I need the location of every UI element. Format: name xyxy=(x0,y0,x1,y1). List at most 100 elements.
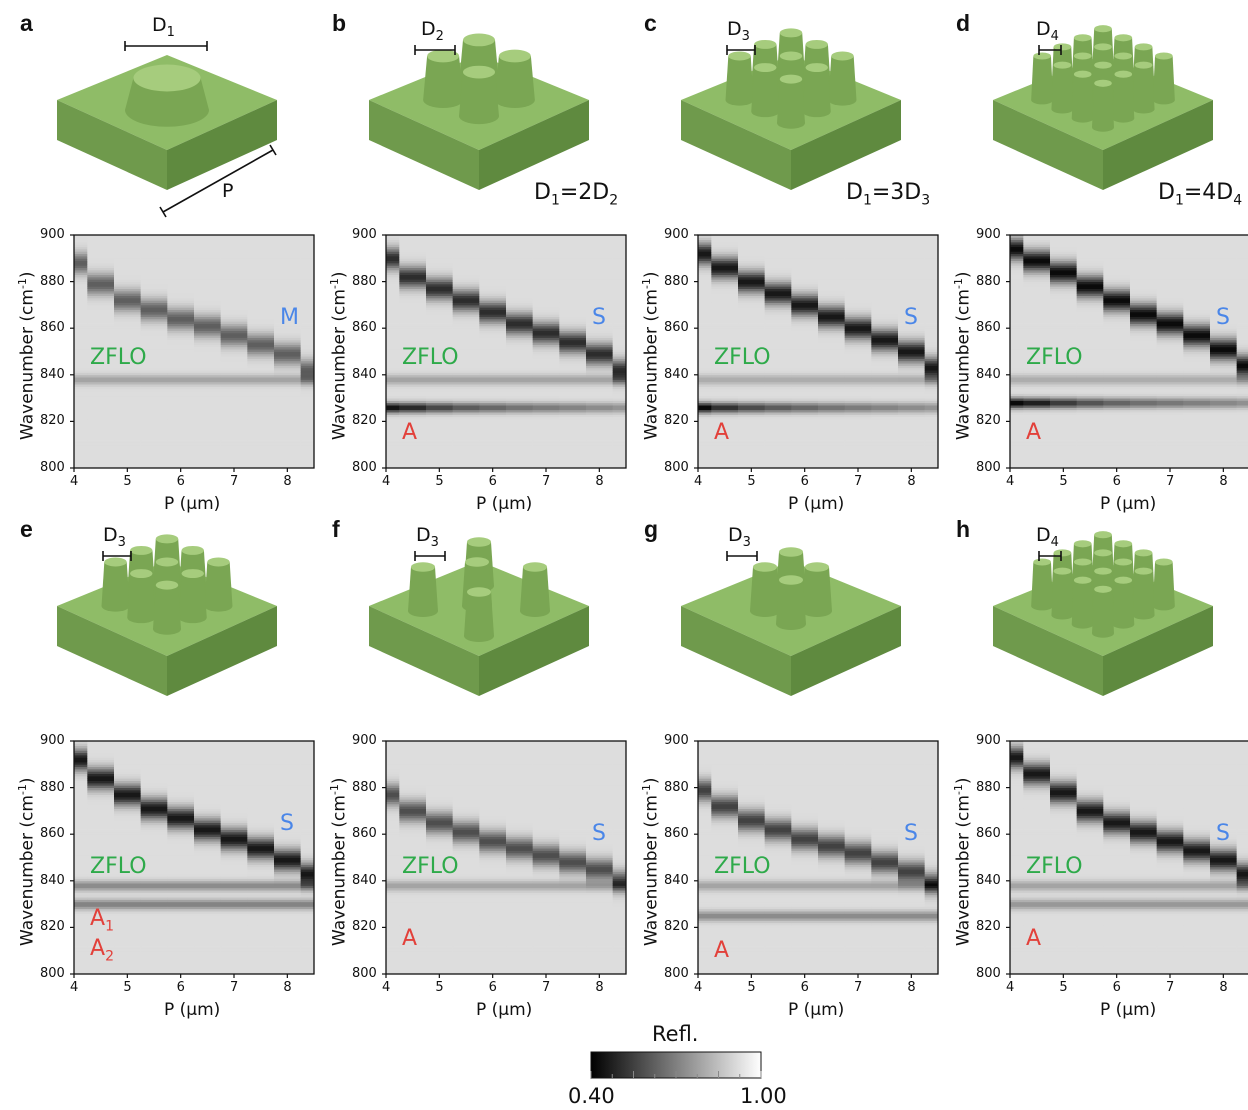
heatmap-cell xyxy=(194,950,222,954)
heatmap-cell xyxy=(506,276,534,280)
heatmap-cell xyxy=(1236,323,1248,327)
heatmap-cell xyxy=(167,318,195,322)
heatmap-cell xyxy=(479,304,507,308)
heatmap-cell xyxy=(74,311,88,315)
heatmap-cell xyxy=(220,820,248,823)
heatmap-cell xyxy=(399,349,427,352)
heatmap-cell xyxy=(114,892,142,896)
heatmap-cell xyxy=(612,253,626,257)
heatmap-cell xyxy=(1210,244,1238,248)
heatmap-cell xyxy=(698,269,712,273)
heatmap-cell xyxy=(220,239,248,243)
heatmap-cell xyxy=(559,407,587,411)
heatmap-cell xyxy=(74,267,88,271)
substrate-side xyxy=(167,606,277,696)
heatmap-cell xyxy=(74,330,88,334)
heatmap-cell xyxy=(1130,253,1158,257)
heatmap-cell xyxy=(586,398,614,401)
heatmap-cell xyxy=(532,274,560,278)
heatmap-cell xyxy=(452,255,480,259)
heatmap-cell xyxy=(87,836,115,840)
heatmap-cell xyxy=(506,395,534,399)
heatmap-cell xyxy=(791,435,819,439)
heatmap-cell xyxy=(791,367,819,371)
heatmap-cell xyxy=(452,323,480,327)
heatmap-cell xyxy=(274,323,302,327)
heatmap-cell xyxy=(898,430,926,434)
heatmap-cell xyxy=(898,288,926,292)
heatmap-cell xyxy=(87,328,115,331)
heatmap-cell xyxy=(924,377,938,380)
heatmap-cell xyxy=(1103,335,1131,338)
heatmap-cell xyxy=(114,871,142,875)
heatmap-cell xyxy=(452,332,480,336)
heatmap-cell xyxy=(74,890,88,893)
heatmap-cell xyxy=(386,388,400,392)
heatmap-cell xyxy=(247,878,275,882)
heatmap-cell xyxy=(1023,248,1051,252)
heatmap-cell xyxy=(140,412,168,415)
heatmap-cell xyxy=(220,279,248,282)
heatmap-cell xyxy=(167,402,195,406)
heatmap-cell xyxy=(506,335,534,338)
heatmap-cell xyxy=(220,269,248,273)
heatmap-cell xyxy=(140,752,168,756)
heatmap-cell xyxy=(74,386,88,390)
heatmap-cell xyxy=(711,325,739,329)
heatmap-cell xyxy=(818,255,846,259)
heatmap-cell xyxy=(1103,419,1131,422)
heatmap-cell xyxy=(738,342,766,345)
heatmap-cell xyxy=(738,421,766,425)
heatmap-cell xyxy=(386,398,400,401)
heatmap-cell xyxy=(559,388,587,392)
heatmap-cell xyxy=(532,328,560,331)
heatmap-cell xyxy=(1076,295,1104,299)
heatmap-cell xyxy=(1103,444,1131,448)
heatmap-cell xyxy=(74,370,88,373)
heatmap-cell xyxy=(1103,388,1131,392)
heatmap-cell xyxy=(1156,342,1184,345)
heatmap-cell xyxy=(74,447,88,450)
heatmap-cell xyxy=(300,367,314,371)
heatmap-cell xyxy=(426,258,454,262)
heatmap-cell xyxy=(1236,318,1248,322)
heatmap-cell xyxy=(844,274,872,278)
heatmap-cell xyxy=(1130,437,1158,441)
heatmap-cell xyxy=(426,367,454,371)
heatmap-cell xyxy=(87,880,115,884)
heatmap-cell xyxy=(74,750,88,754)
heatmap-cell xyxy=(871,248,899,252)
heatmap-cell xyxy=(140,281,168,285)
heatmap-cell xyxy=(506,351,534,355)
heatmap-cell xyxy=(114,286,142,289)
heatmap-cell xyxy=(791,267,819,271)
heatmap-cell xyxy=(711,318,739,322)
heatmap-cell xyxy=(738,297,766,301)
heatmap-cell xyxy=(1050,276,1078,280)
heatmap-cell xyxy=(274,911,302,914)
heatmap-cell xyxy=(247,908,275,912)
heatmap-cell xyxy=(844,265,872,269)
heatmap-cell xyxy=(87,894,115,898)
heatmap-cell xyxy=(140,342,168,345)
heatmap-cell xyxy=(247,773,275,777)
heatmap-cell xyxy=(1103,300,1131,303)
heatmap-cell xyxy=(1236,398,1248,401)
heatmap-cell xyxy=(1183,237,1211,241)
heatmap-cell xyxy=(1183,463,1211,467)
heatmap-cell xyxy=(247,344,275,348)
heatmap-cell xyxy=(74,269,88,273)
heatmap-cell xyxy=(818,377,846,380)
heatmap-cell xyxy=(791,328,819,331)
heatmap-cell xyxy=(791,416,819,420)
heatmap-cell xyxy=(1156,295,1184,299)
heatmap-cell xyxy=(140,239,168,243)
heatmap-cell xyxy=(559,272,587,276)
heatmap-cell xyxy=(738,339,766,343)
heatmap-cell xyxy=(194,892,222,896)
heatmap-cell xyxy=(924,398,938,401)
heatmap-cell xyxy=(114,820,142,823)
heatmap-cell xyxy=(1236,449,1248,453)
heatmap-cell xyxy=(140,841,168,844)
heatmap-cell xyxy=(74,442,88,446)
